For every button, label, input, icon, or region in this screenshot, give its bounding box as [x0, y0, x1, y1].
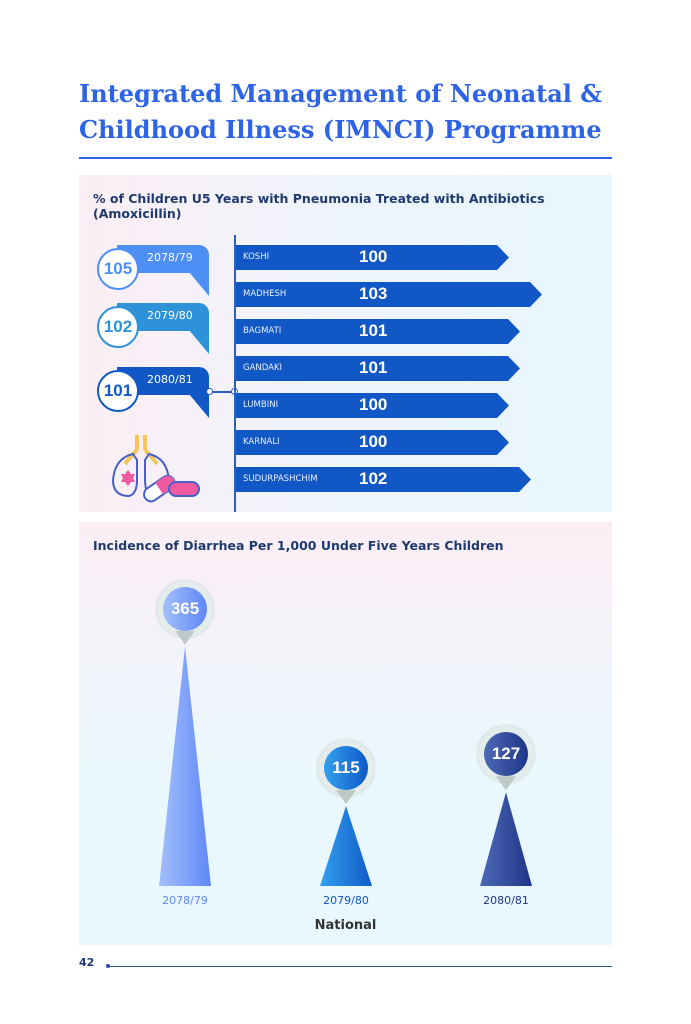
national-tag-2079-80: 2079/80 102	[97, 303, 209, 354]
tag-tail	[189, 330, 209, 354]
pneumonia-chart-title: % of Children U5 Years with Pneumonia Tr…	[93, 191, 545, 221]
lungs-pills-icon	[111, 435, 200, 503]
bar-value: 100	[359, 432, 388, 451]
bar-value: 101	[359, 321, 388, 340]
tag-year: 2078/79	[147, 251, 193, 264]
x-axis-label: National	[314, 918, 377, 933]
bar-label: GANDAKI	[243, 363, 283, 373]
page-number: 42	[79, 956, 95, 969]
value-pin: 115	[318, 740, 374, 804]
bar-gandaki: GANDAKI 101	[236, 356, 520, 381]
pin-value: 115	[324, 746, 368, 790]
tag-tail	[189, 272, 209, 296]
bar-label: LUMBINI	[243, 400, 279, 410]
bar-value: 102	[359, 469, 388, 488]
national-tag-2078-79: 2078/79 105	[97, 245, 209, 296]
tag-value: 101	[97, 370, 139, 412]
bar-label: KARNALI	[243, 437, 280, 447]
bar-label: SUDURPASHCHIM	[243, 474, 318, 484]
cone-bar-2078-79	[159, 646, 211, 886]
x-tick-label: 2080/81	[483, 894, 529, 907]
bar-madhesh: MADHESH 103	[236, 282, 542, 307]
pin-point	[175, 630, 195, 645]
bar-label: MADHESH	[243, 289, 287, 299]
tag-value: 105	[97, 248, 139, 290]
diarrhea-chart-title: Incidence of Diarrhea Per 1,000 Under Fi…	[93, 538, 504, 553]
bar-value: 100	[359, 247, 388, 266]
bar-value: 101	[359, 358, 388, 377]
bar-koshi: KOSHI 100	[236, 245, 509, 270]
pin-value: 365	[163, 586, 207, 631]
pin-point	[336, 790, 356, 804]
tag-year: 2079/80	[147, 309, 193, 322]
footer-line	[108, 966, 612, 967]
tag-value: 102	[97, 306, 139, 348]
title-divider	[79, 157, 612, 159]
pin-value: 127	[484, 732, 528, 777]
bar-value: 103	[359, 284, 388, 303]
bar-lumbini: LUMBINI 100	[236, 393, 509, 418]
cone-bar-2080-81	[480, 792, 532, 886]
tag-year: 2080/81	[147, 373, 193, 386]
bar-axis	[234, 235, 236, 512]
bar-value: 100	[359, 395, 388, 414]
x-tick-label: 2079/80	[323, 894, 369, 907]
bar-karnali: KARNALI 100	[236, 430, 509, 455]
tag-tail	[189, 394, 209, 418]
connector-dot	[206, 388, 213, 395]
bar-label: KOSHI	[243, 252, 270, 262]
bar-bagmati: BAGMATI 101	[236, 319, 520, 344]
diarrhea-panel: Incidence of Diarrhea Per 1,000 Under Fi…	[79, 522, 612, 945]
national-tag-2080-81: 2080/81 101	[97, 367, 209, 418]
x-tick-label: 2078/79	[162, 894, 208, 907]
connector-line	[209, 391, 234, 393]
cone-bar-2079-80	[320, 806, 372, 886]
page-title: Integrated Management of Neonatal & Chil…	[79, 79, 602, 144]
value-pin: 365	[157, 580, 213, 645]
pin-point	[496, 776, 516, 791]
bar-label: BAGMATI	[243, 326, 282, 336]
bar-sudurpashchim: SUDURPASHCHIM 102	[236, 467, 531, 492]
pneumonia-panel: % of Children U5 Years with Pneumonia Tr…	[79, 175, 612, 512]
value-pin: 127	[478, 726, 534, 791]
